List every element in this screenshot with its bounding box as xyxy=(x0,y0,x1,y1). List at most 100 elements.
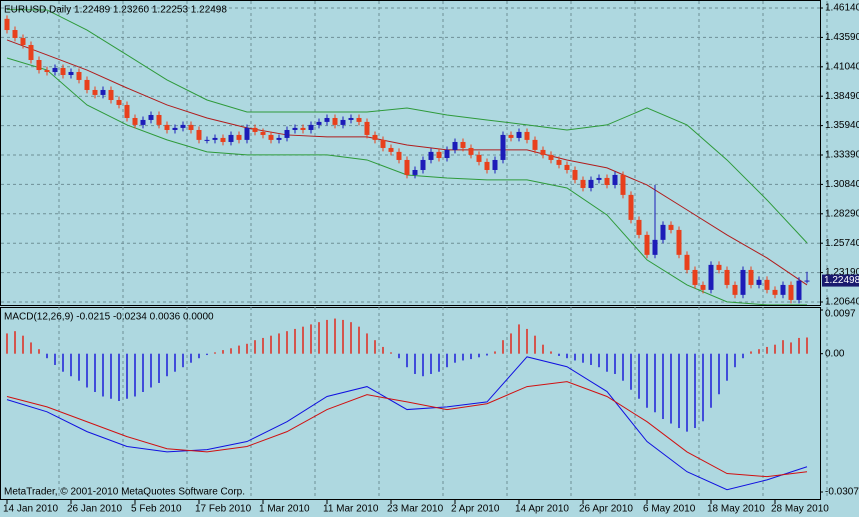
histogram-bar xyxy=(334,318,336,354)
histogram-bar xyxy=(382,346,384,354)
histogram-bar xyxy=(398,353,400,359)
histogram-bar xyxy=(350,322,352,354)
histogram-bar xyxy=(758,349,760,354)
histogram-bar xyxy=(662,353,664,420)
histogram-bar xyxy=(70,353,72,377)
candle-body xyxy=(52,67,58,72)
histogram-bar xyxy=(270,335,272,354)
macd-line xyxy=(6,381,808,478)
histogram-bar xyxy=(798,337,800,354)
histogram-bar xyxy=(414,353,416,374)
histogram-bar xyxy=(622,353,624,381)
current-price-box xyxy=(822,274,859,287)
histogram-bar xyxy=(766,346,768,354)
histogram-bar xyxy=(462,353,464,361)
histogram-bar xyxy=(558,353,560,356)
histogram-bar xyxy=(6,333,8,354)
y-tick-label: 1.23190 xyxy=(825,267,859,278)
histogram-bar xyxy=(566,353,568,359)
x-tick-label: 5 Feb 2010 xyxy=(131,504,182,515)
x-tick-label: 14 Apr 2010 xyxy=(515,504,569,515)
candle-body xyxy=(60,67,66,75)
histogram-bar xyxy=(174,353,176,372)
histogram-bar xyxy=(430,353,432,374)
candle-body xyxy=(484,161,490,170)
histogram-bar xyxy=(294,328,296,354)
candle-body xyxy=(356,117,362,122)
histogram-bar xyxy=(318,322,320,354)
candle-body xyxy=(724,269,730,285)
x-tick-label: 18 May 2010 xyxy=(707,504,765,515)
candle-body xyxy=(676,229,682,255)
histogram-bar xyxy=(646,353,648,408)
candle-body xyxy=(388,147,394,152)
candle-body xyxy=(172,127,178,130)
candle-body xyxy=(44,70,50,72)
histogram-bar xyxy=(254,340,256,354)
y-tick-label: 1.30840 xyxy=(825,179,859,190)
histogram-bar xyxy=(262,337,264,354)
histogram-bar xyxy=(446,353,448,368)
candle-body xyxy=(316,121,322,125)
candle-body xyxy=(444,149,450,158)
histogram-bar xyxy=(366,333,368,354)
histogram-bar xyxy=(198,353,200,359)
histogram-bar xyxy=(390,352,392,354)
histogram-bar xyxy=(638,353,640,399)
histogram-bar xyxy=(726,353,728,381)
macd-panel-frame xyxy=(0,307,821,500)
band-line xyxy=(6,39,808,286)
histogram-bar xyxy=(246,343,248,354)
histogram-bar xyxy=(118,353,120,401)
histogram-bar xyxy=(630,353,632,390)
histogram-bar xyxy=(214,352,216,354)
histogram-bar xyxy=(790,342,792,354)
y-tick-label: 1.35940 xyxy=(825,120,859,131)
histogram-bar xyxy=(310,324,312,354)
candle-body xyxy=(164,124,170,130)
candle-body xyxy=(580,179,586,188)
footer: MetaTrader, © 2001-2010 MetaQuotes Softw… xyxy=(4,487,245,498)
axes: 14 Jan 2010 26 Jan 2010 5 Feb 2010 17 Feb 2… xyxy=(3,3,859,515)
x-tick-label: 2 Apr 2010 xyxy=(451,504,500,515)
x-tick-label: 26 Apr 2010 xyxy=(579,504,633,515)
chart-title: EURUSD,Daily 1.22489 1.23260 1.22253 1.2… xyxy=(4,5,227,16)
histogram-bar xyxy=(574,353,576,361)
histogram-bar xyxy=(678,353,680,429)
candle-body xyxy=(100,89,106,95)
candle-body xyxy=(772,289,778,295)
candle-body xyxy=(788,284,794,300)
candle-body xyxy=(524,131,530,140)
candle-body xyxy=(740,269,746,295)
candle-body xyxy=(28,45,34,60)
x-tick-label: 28 May 2010 xyxy=(771,504,829,515)
histogram-bar xyxy=(806,337,808,354)
histogram-bar xyxy=(406,353,408,368)
candle-body xyxy=(548,154,554,160)
x-tick-label: 23 Mar 2010 xyxy=(387,504,444,515)
histogram-bar xyxy=(230,348,232,354)
candle-body xyxy=(540,149,546,155)
candle-body xyxy=(684,254,690,270)
candle-body xyxy=(348,117,354,120)
y-tick-label: 1.46140 xyxy=(825,3,859,14)
histogram-bar xyxy=(782,340,784,354)
histogram-bar xyxy=(326,319,328,354)
candle-body xyxy=(708,264,714,290)
candle-body xyxy=(188,124,194,130)
x-tick-label: 11 Mar 2010 xyxy=(323,504,379,515)
candle-body xyxy=(308,124,314,130)
histogram-bar xyxy=(206,353,208,356)
histogram-bar xyxy=(694,353,696,429)
histogram-bar xyxy=(46,353,48,359)
candle-body xyxy=(332,117,338,125)
histogram-bar xyxy=(734,353,736,368)
candle-body xyxy=(428,151,434,160)
candle-body xyxy=(476,154,482,162)
histogram-bar xyxy=(750,351,752,354)
histogram-bar xyxy=(526,328,528,354)
price-plot xyxy=(4,9,810,305)
